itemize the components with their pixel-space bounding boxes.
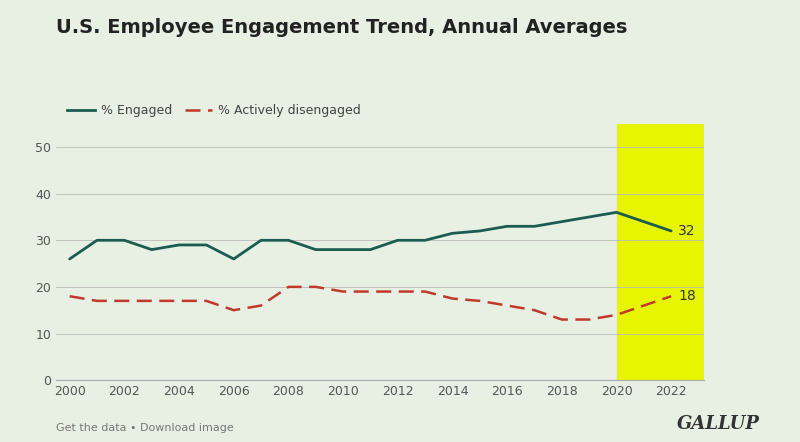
Text: 18: 18	[678, 289, 696, 303]
Bar	[617, 124, 704, 380]
Text: GALLUP: GALLUP	[677, 415, 760, 433]
Text: U.S. Employee Engagement Trend, Annual Averages: U.S. Employee Engagement Trend, Annual A…	[56, 18, 627, 37]
Text: Get the data • Download image: Get the data • Download image	[56, 423, 234, 433]
Legend: % Engaged, % Actively disengaged: % Engaged, % Actively disengaged	[62, 99, 366, 122]
Text: 32: 32	[678, 224, 695, 238]
